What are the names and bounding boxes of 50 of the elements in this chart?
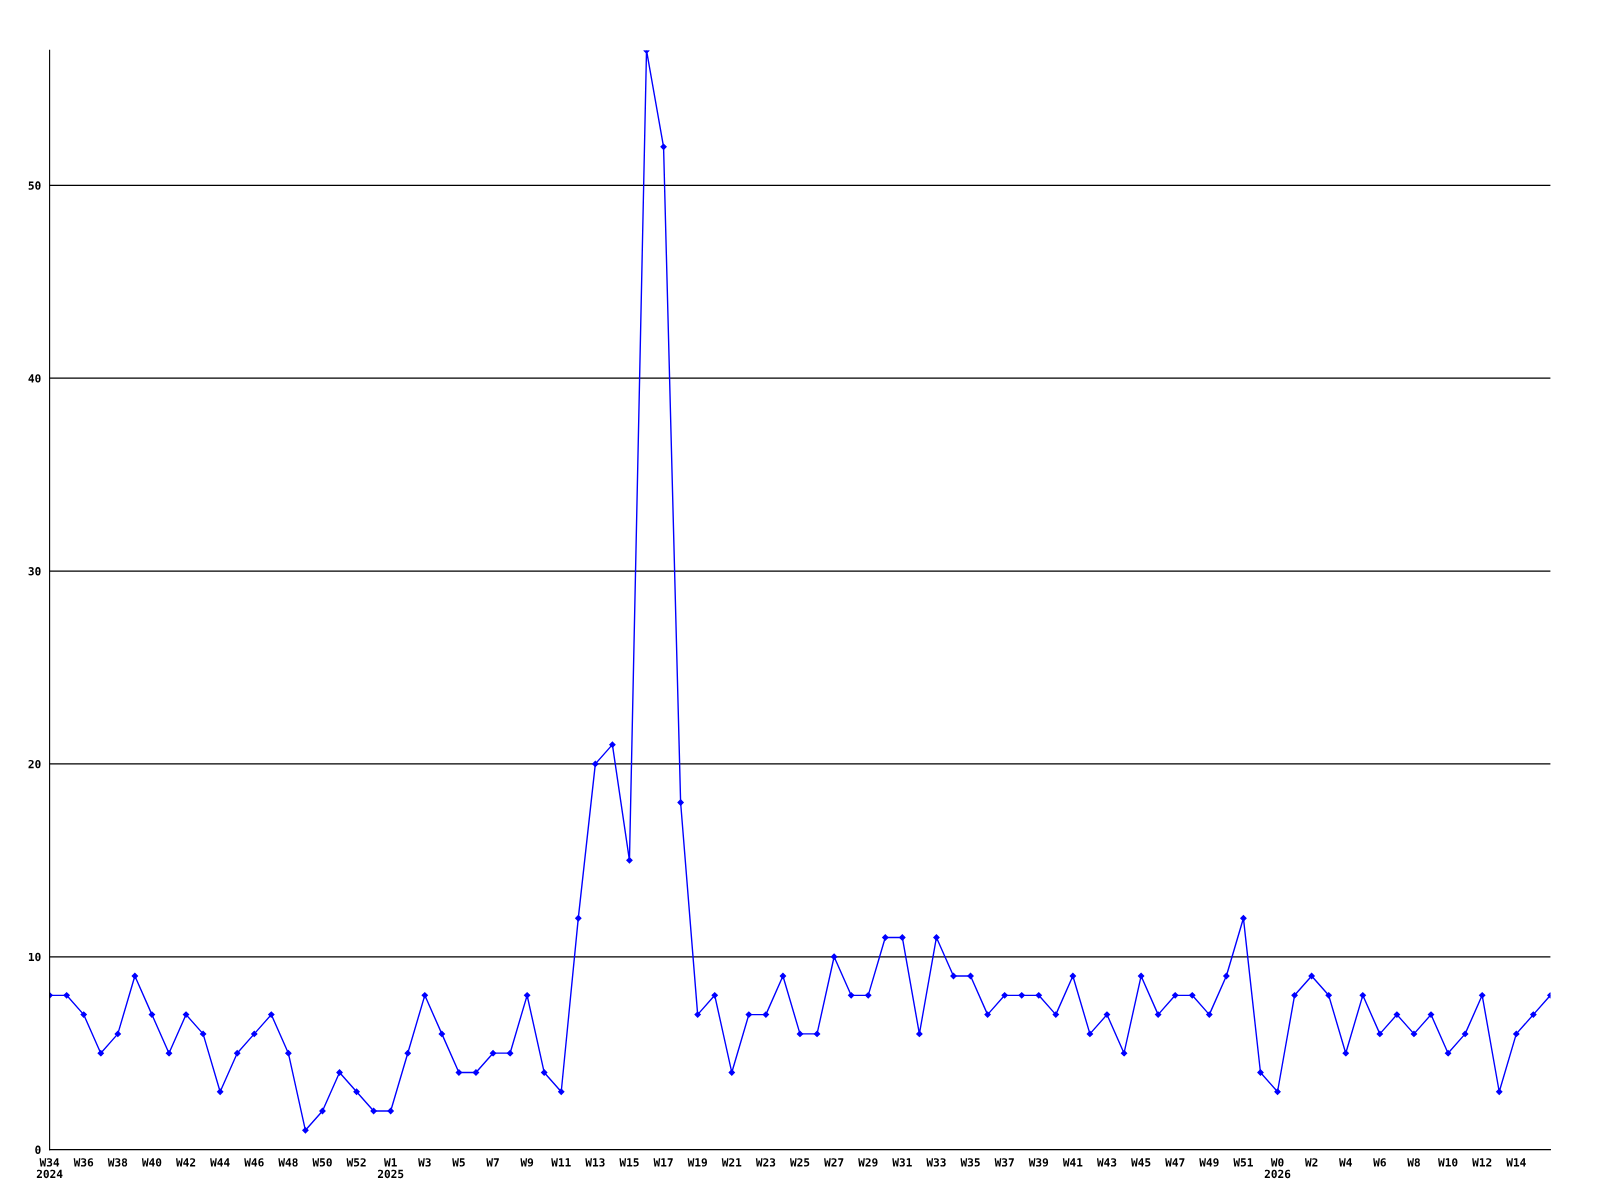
x-tick-label: W14 [1506,1158,1526,1167]
x-tick-label: W1 2025 [377,1158,404,1179]
y-tick-label: 30 [28,567,41,576]
x-tick-label: W7 [486,1158,499,1167]
x-tick-label: W2 [1304,1158,1318,1167]
x-tick-label: W47 [1165,1158,1185,1167]
y-tick-label: 10 [28,952,41,962]
x-tick-label: W48 [278,1158,298,1167]
x-tick-label: W31 [892,1158,912,1167]
x-tick-label: W51 [1233,1158,1253,1167]
x-tick-label: W11 [551,1158,571,1167]
x-tick-label: W27 [824,1158,844,1167]
x-tick-label: W13 [585,1158,605,1167]
x-tick-label: W12 [1472,1158,1492,1167]
y-tick-label: 0 [35,1145,41,1154]
x-tick-label: W33 [926,1158,946,1167]
x-tick-label: W39 [1028,1158,1049,1167]
x-tick-label: W4 [1339,1158,1352,1167]
x-tick-label: W0 2026 [1264,1158,1291,1179]
x-tick-label: W25 [789,1158,810,1167]
x-tick-label: W40 [141,1158,162,1167]
x-tick-label: W6 [1373,1158,1386,1167]
x-tick-label: W37 [994,1158,1014,1167]
y-tick-label: 40 [28,374,41,383]
y-tick-label: 20 [28,759,41,769]
x-tick-label: W5 [452,1158,465,1167]
x-tick-label: W34 2024 [36,1158,63,1179]
x-tick-label: W46 [244,1158,264,1167]
x-tick-label: W38 [107,1158,128,1167]
x-tick-label: W23 [755,1158,776,1167]
x-tick-label: W9 [520,1158,534,1167]
x-tick-label: W50 [312,1158,332,1167]
x-tick-label: W29 [858,1158,878,1167]
x-tick-label: W3 [418,1158,431,1167]
x-tick-label: W52 [346,1158,366,1167]
x-tick-label: W36 [73,1158,94,1167]
x-tick-label: W35 [960,1158,980,1167]
x-tick-label: W42 [176,1158,196,1167]
x-tick-label: W43 [1096,1158,1117,1167]
x-tick-label: W45 [1131,1158,1151,1167]
x-tick-label: W44 [210,1158,230,1167]
x-tick-label: W17 [653,1158,673,1167]
x-tick-label: W8 [1407,1158,1420,1167]
x-tick-label: W49 [1199,1158,1219,1167]
x-tick-label: W21 [721,1158,742,1167]
x-tick-label: W15 [619,1158,639,1167]
x-tick-label: W41 [1062,1158,1083,1167]
x-tick-label: W19 [687,1158,707,1167]
y-tick-label: 50 [28,181,41,190]
x-tick-label: W10 [1438,1158,1458,1167]
